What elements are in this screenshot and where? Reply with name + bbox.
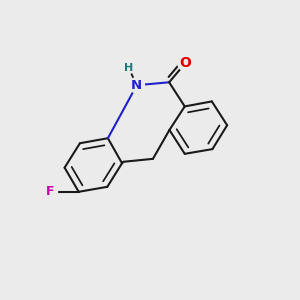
- Circle shape: [124, 63, 134, 74]
- Text: H: H: [124, 63, 134, 73]
- Circle shape: [178, 56, 193, 71]
- Text: O: O: [179, 56, 191, 70]
- Text: F: F: [46, 185, 54, 198]
- Circle shape: [129, 78, 144, 93]
- Circle shape: [42, 184, 58, 200]
- Text: N: N: [131, 79, 142, 92]
